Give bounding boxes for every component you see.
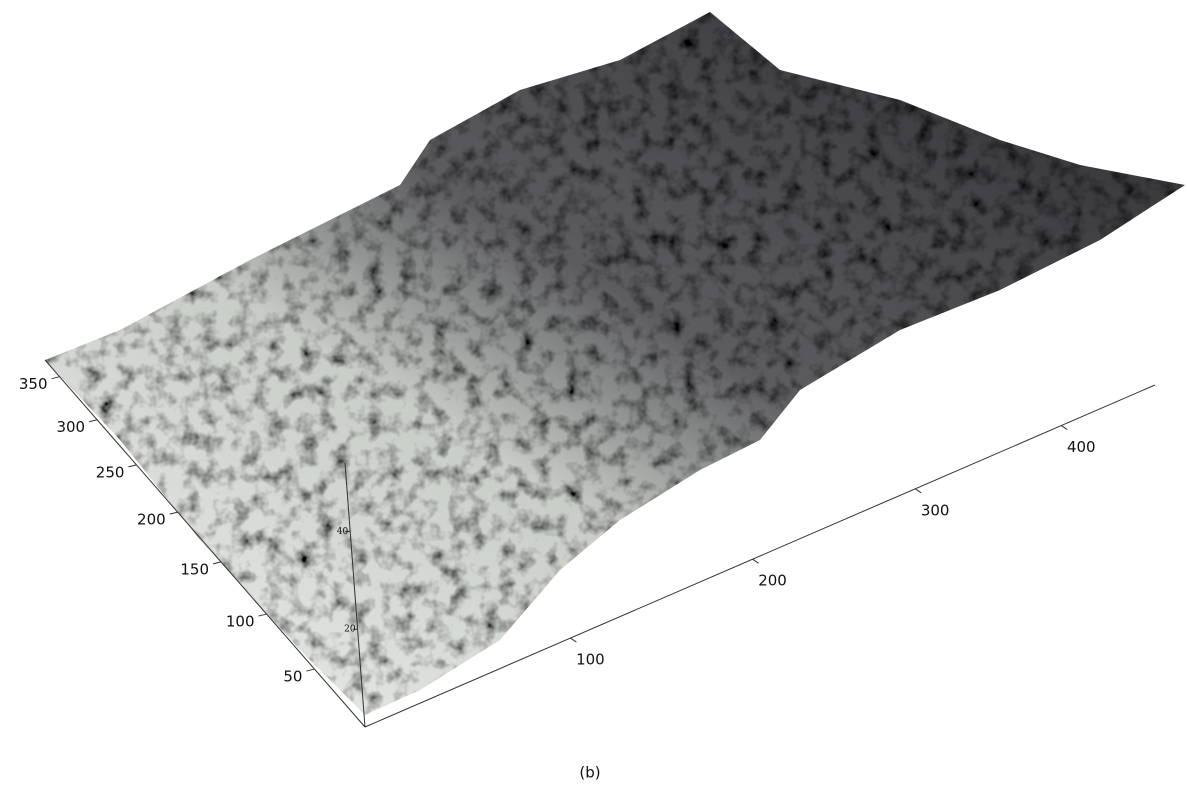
x-tick-label: 400	[1067, 438, 1096, 456]
caption: (b)	[579, 764, 600, 782]
x-tick-label: 200	[758, 572, 787, 590]
x-tick	[753, 559, 759, 563]
y-tick	[89, 420, 97, 422]
surface	[45, 12, 1185, 715]
y-tick-label: 250	[96, 463, 125, 481]
z-tick-label: 20	[344, 625, 356, 635]
y-tick-label: 150	[180, 560, 209, 578]
y-tick	[128, 465, 136, 467]
chart: (b) 100 200 300 400 50 100 150 200 250 300 350 20 40	[0, 0, 1187, 789]
y-tick	[213, 562, 221, 564]
y-tick-label: 50	[283, 668, 302, 686]
x-tick	[915, 489, 921, 493]
y-tick-label: 350	[19, 375, 48, 393]
page: (b) 100 200 300 400 50 100 150 200 250 300 350 20 40…	[0, 0, 1187, 789]
y-tick	[259, 614, 267, 616]
x-tick-label: 300	[921, 501, 950, 519]
y-tick	[306, 669, 314, 671]
z-tick-label: 40	[337, 527, 349, 537]
y-tick	[170, 512, 178, 514]
y-tick-label: 100	[226, 613, 255, 631]
x-tick-label: 100	[576, 651, 605, 669]
y-tick	[52, 377, 60, 379]
y-tick-label: 200	[137, 511, 166, 529]
x-tick	[1061, 426, 1067, 430]
x-tick	[570, 638, 576, 642]
y-tick-label: 300	[56, 418, 85, 436]
